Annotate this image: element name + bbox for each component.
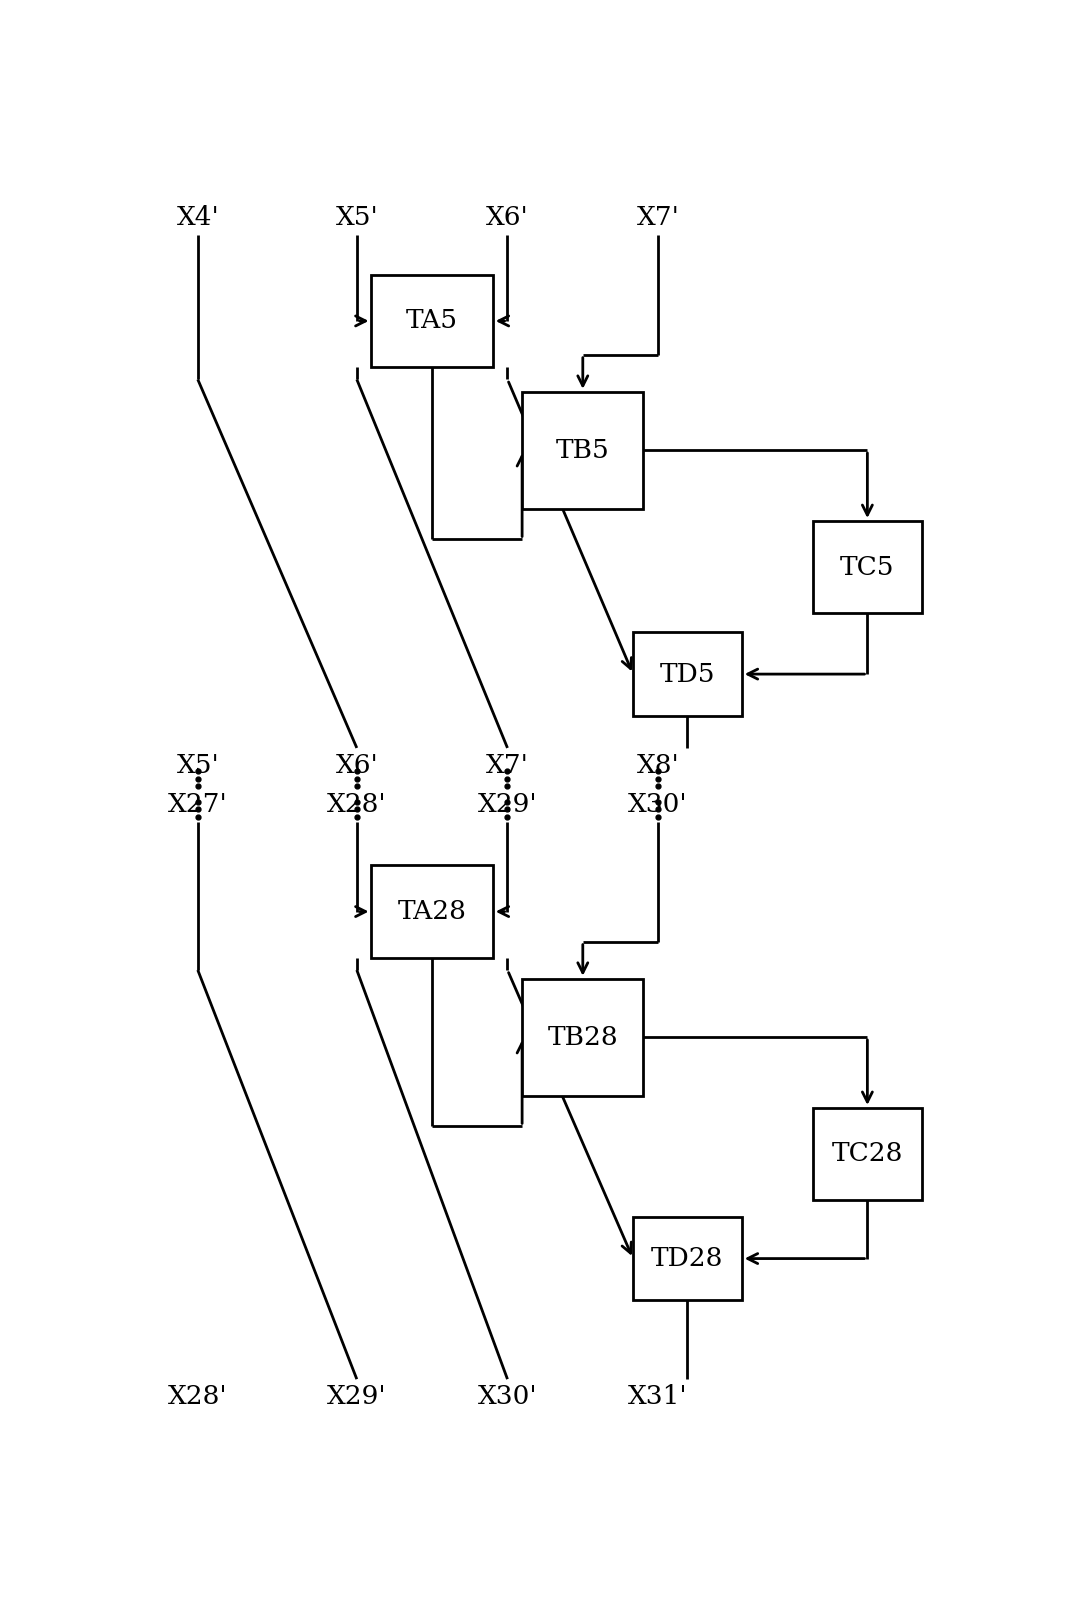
Text: X31': X31' <box>629 1384 688 1409</box>
Text: X29': X29' <box>327 1384 387 1409</box>
Bar <box>813 521 922 614</box>
Bar <box>372 866 492 957</box>
Text: TA5: TA5 <box>406 308 458 334</box>
Text: X5': X5' <box>176 753 219 778</box>
Bar <box>633 1216 742 1301</box>
Text: X4': X4' <box>176 205 219 230</box>
Text: TC5: TC5 <box>840 555 894 580</box>
Bar <box>813 1107 922 1200</box>
Text: X30': X30' <box>629 793 688 817</box>
Bar <box>522 392 644 508</box>
Text: X28': X28' <box>327 793 387 817</box>
Text: X5': X5' <box>336 205 378 230</box>
Text: TB5: TB5 <box>556 438 610 463</box>
Text: X27': X27' <box>167 793 228 817</box>
Text: TD28: TD28 <box>651 1246 724 1270</box>
Text: X8': X8' <box>637 753 679 778</box>
Text: X7': X7' <box>637 205 679 230</box>
Text: TD5: TD5 <box>660 662 715 687</box>
Text: TB28: TB28 <box>548 1024 618 1050</box>
Text: X28': X28' <box>168 1384 228 1409</box>
Text: X6': X6' <box>486 205 529 230</box>
Bar <box>633 633 742 716</box>
Text: X30': X30' <box>477 1384 537 1409</box>
Text: X6': X6' <box>336 753 378 778</box>
Text: X7': X7' <box>486 753 529 778</box>
Bar <box>522 978 644 1096</box>
Bar <box>372 275 492 368</box>
Text: TC28: TC28 <box>832 1141 903 1167</box>
Text: TA28: TA28 <box>397 900 467 924</box>
Text: X29': X29' <box>477 793 537 817</box>
